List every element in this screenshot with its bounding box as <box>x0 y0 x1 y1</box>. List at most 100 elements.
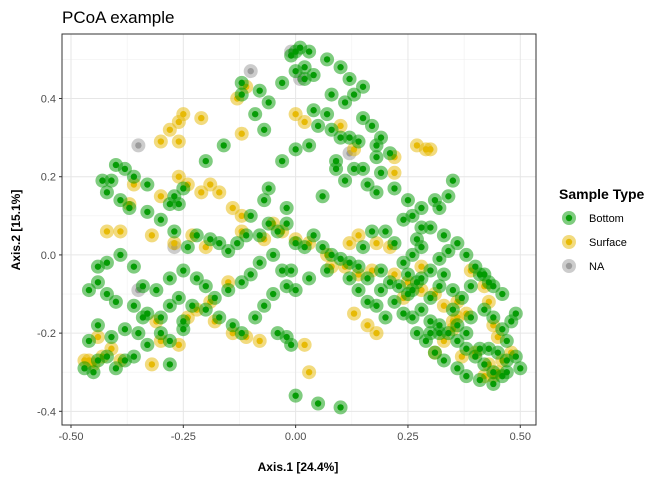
legend-key-na <box>565 262 573 270</box>
data-point-bottom <box>323 267 331 274</box>
data-point-bottom <box>328 251 335 259</box>
data-point-surface <box>440 302 448 309</box>
data-point-bottom <box>427 318 434 325</box>
data-point-bottom <box>391 298 398 306</box>
data-point-bottom <box>126 204 133 212</box>
data-point-bottom <box>121 357 129 364</box>
y-tick-label: 0.2 <box>41 172 56 184</box>
data-point-bottom <box>130 353 138 360</box>
data-point-bottom <box>314 400 322 407</box>
data-point-surface <box>337 122 344 130</box>
data-point-bottom <box>494 349 502 356</box>
x-tick-label: 0.00 <box>285 431 306 443</box>
data-point-surface <box>364 322 371 329</box>
data-point-bottom <box>121 165 129 173</box>
data-point-bottom <box>463 345 470 352</box>
data-point-bottom <box>211 294 218 302</box>
data-point-bottom <box>216 239 223 247</box>
data-point-bottom <box>355 138 362 145</box>
data-point-bottom <box>382 228 389 235</box>
data-point-bottom <box>449 306 457 313</box>
data-point-surface <box>198 189 205 196</box>
data-point-bottom <box>310 232 317 239</box>
data-point-bottom <box>413 329 421 337</box>
data-point-surface <box>198 114 205 122</box>
data-point-bottom <box>157 314 165 321</box>
data-point-bottom <box>337 404 344 411</box>
data-point-bottom <box>301 75 308 83</box>
data-point-bottom <box>166 302 174 309</box>
data-point-bottom <box>350 91 358 98</box>
data-point-bottom <box>260 302 268 309</box>
data-point-bottom <box>103 290 111 298</box>
data-point-bottom <box>287 341 295 349</box>
legend: Sample Type Bottom Surface NA <box>559 186 645 273</box>
data-point-surface <box>256 337 263 345</box>
data-point-bottom <box>274 228 281 235</box>
data-point-bottom <box>463 372 470 380</box>
data-point-bottom <box>229 322 236 329</box>
data-point-bottom <box>180 267 187 274</box>
data-point-bottom <box>463 329 470 337</box>
data-point-bottom <box>144 181 151 188</box>
data-point-bottom <box>251 314 259 321</box>
data-point-bottom <box>238 329 245 337</box>
data-point-bottom <box>364 275 371 282</box>
data-point-bottom <box>485 345 493 352</box>
data-point-bottom <box>310 107 317 114</box>
data-point-bottom <box>463 251 470 259</box>
data-point-bottom <box>144 208 151 216</box>
data-point-bottom <box>454 337 461 345</box>
data-point-bottom <box>292 146 299 153</box>
data-point-bottom <box>436 255 443 263</box>
data-point-bottom <box>328 91 335 98</box>
data-point-bottom <box>94 322 102 329</box>
data-point-bottom <box>440 271 448 278</box>
data-point-bottom <box>166 337 174 345</box>
data-point-bottom <box>400 259 407 266</box>
data-point-bottom <box>323 110 331 118</box>
data-point-bottom <box>292 67 299 75</box>
data-point-bottom <box>256 232 263 239</box>
data-point-surface <box>94 333 102 341</box>
data-point-bottom <box>283 220 290 227</box>
data-point-bottom <box>346 134 353 141</box>
data-point-bottom <box>112 365 120 372</box>
data-point-bottom <box>346 275 353 282</box>
data-point-bottom <box>355 286 362 294</box>
data-point-bottom <box>503 337 510 345</box>
data-points <box>77 40 528 415</box>
data-point-bottom <box>117 196 124 204</box>
data-point-bottom <box>90 369 97 376</box>
data-point-bottom <box>180 326 187 333</box>
data-point-surface <box>157 138 165 145</box>
data-point-bottom <box>454 239 461 247</box>
legend-key-surface <box>565 238 573 246</box>
data-point-bottom <box>292 392 299 399</box>
data-point-bottom <box>166 361 174 368</box>
data-point-bottom <box>234 239 241 247</box>
data-point-bottom <box>130 302 138 309</box>
data-point-bottom <box>418 224 425 231</box>
data-point-bottom <box>283 204 290 212</box>
data-point-bottom <box>499 326 506 333</box>
data-point-bottom <box>449 286 457 294</box>
data-point-bottom <box>427 224 434 231</box>
data-point-bottom <box>373 142 380 149</box>
data-point-surface <box>148 361 156 368</box>
data-point-bottom <box>485 279 493 286</box>
data-point-bottom <box>189 302 196 309</box>
data-point-bottom <box>346 75 353 83</box>
data-point-surface <box>103 228 111 235</box>
data-point-bottom <box>440 232 448 239</box>
data-point-bottom <box>99 177 106 184</box>
data-point-bottom <box>81 365 88 372</box>
data-point-bottom <box>512 310 519 317</box>
data-point-bottom <box>490 380 497 388</box>
data-point-bottom <box>337 64 344 71</box>
data-point-bottom <box>386 279 394 286</box>
data-point-bottom <box>139 282 147 290</box>
data-point-bottom <box>490 314 497 321</box>
data-point-bottom <box>517 365 524 372</box>
